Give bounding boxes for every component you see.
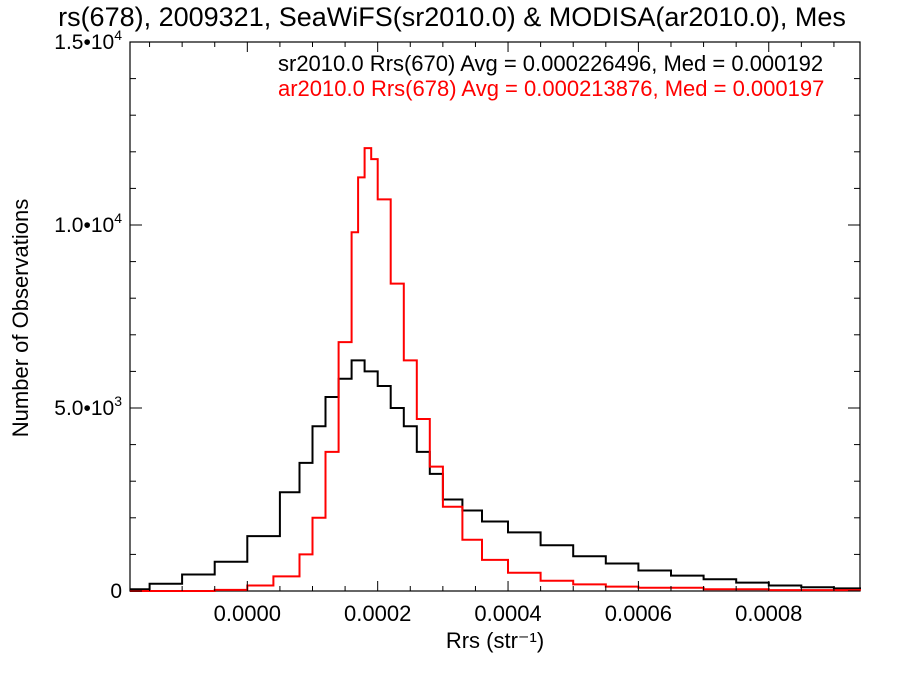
plot-area (129, 41, 861, 592)
y-tick-label: 5.0•103 (54, 393, 122, 420)
legend-annotation-2: ar2010.0 Rrs(678) Avg = 0.000213876, Med… (278, 76, 824, 101)
x-tick-label: 0.0008 (735, 601, 802, 626)
legend-annotations: sr2010.0 Rrs(670) Avg = 0.000226496, Med… (278, 51, 824, 101)
y-tick-label: 1.5•104 (54, 27, 122, 54)
series-layer (130, 147, 861, 592)
axis-ticks: 0.0000 0.0002 0.0004 0.0006 0.0008 0 5.0•103 1.… (54, 27, 860, 626)
chart-title: rs(678), 2009321, SeaWiFS(sr2010.0) & MO… (58, 2, 846, 32)
x-axis-label: Rrs (str⁻¹) (446, 628, 544, 653)
plot-frame (129, 41, 861, 592)
series-sr2010-rrs670 (130, 359, 861, 591)
y-tick-label: 0 (110, 580, 122, 603)
x-tick-label: 0.0002 (344, 601, 411, 626)
x-tick-label: 0.0004 (474, 601, 541, 626)
x-tick-label: 0.0006 (605, 601, 672, 626)
x-tick-label: 0.0000 (214, 601, 281, 626)
legend-annotation-1: sr2010.0 Rrs(670) Avg = 0.000226496, Med… (278, 51, 823, 76)
series-ar2010-rrs678 (130, 147, 861, 592)
y-axis-label: Number of Observations (8, 199, 33, 437)
y-tick-label: 1.0•104 (54, 210, 122, 237)
